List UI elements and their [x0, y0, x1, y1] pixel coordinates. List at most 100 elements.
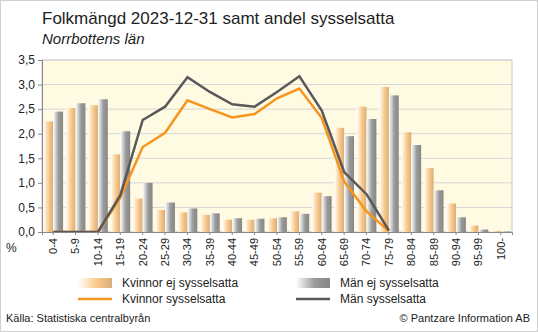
bar — [143, 183, 153, 232]
tick-mark — [277, 232, 278, 235]
legend-swatch — [296, 278, 330, 288]
bar — [178, 212, 188, 232]
plot-area — [42, 60, 512, 232]
tick-mark — [38, 109, 42, 110]
tick: 30-34 — [181, 232, 193, 266]
bar — [312, 193, 322, 232]
tick-mark — [187, 232, 188, 235]
tick: 2,0 — [18, 127, 42, 141]
tick-label: 65-69 — [338, 238, 350, 266]
bar — [200, 215, 210, 232]
bar — [210, 213, 220, 232]
tick-mark — [366, 232, 367, 235]
tick-mark — [209, 232, 210, 235]
tick-label: 20-24 — [137, 238, 149, 266]
tick-mark — [38, 158, 42, 159]
y-axis: 0,00,51,01,52,02,53,03,5 — [18, 53, 42, 239]
tick: 25-29 — [159, 232, 171, 266]
tick-mark — [38, 134, 42, 135]
tick-mark — [500, 232, 501, 235]
tick-mark — [232, 232, 233, 235]
tick-label: 60-64 — [316, 238, 328, 266]
legend-label: Män ej sysselsatta — [340, 276, 439, 290]
tick-mark — [388, 232, 389, 235]
bar — [165, 203, 175, 232]
background — [1, 1, 538, 332]
bar — [255, 219, 265, 232]
tick-label: 10-14 — [92, 238, 104, 266]
bar — [277, 217, 287, 232]
legend-label: Män sysselsatta — [340, 292, 426, 306]
bar — [222, 220, 232, 232]
bar — [501, 231, 511, 232]
grid-line — [42, 109, 512, 110]
tick-mark — [433, 232, 434, 235]
legend-label: Kvinnor sysselsatta — [122, 292, 226, 306]
tick: 35-39 — [204, 232, 216, 266]
bar — [290, 211, 300, 232]
axis-title: % — [6, 241, 17, 255]
axis-line — [43, 233, 513, 236]
tick-mark — [456, 232, 457, 235]
bar — [379, 87, 389, 232]
bar — [232, 218, 242, 232]
bar — [98, 99, 108, 232]
bar — [66, 108, 76, 232]
legend-label: Kvinnor ej sysselsatta — [122, 276, 238, 290]
tick-mark — [411, 232, 412, 235]
tick: 3,0 — [18, 78, 42, 92]
tick: 3,5 — [18, 53, 42, 67]
tick: 65-69 — [338, 232, 350, 266]
tick: 0,0 — [18, 225, 42, 239]
tick-label: 70-74 — [360, 238, 372, 266]
marks — [43, 76, 510, 232]
legend-swatch — [78, 278, 112, 288]
tick-mark — [344, 232, 345, 235]
bar — [245, 220, 255, 232]
tick: 45-49 — [248, 232, 260, 266]
bar — [299, 214, 309, 232]
tick-label: 55-59 — [293, 238, 305, 266]
legend-swatch — [78, 298, 112, 301]
legend-swatch — [296, 298, 330, 301]
tick: 0-4 — [47, 232, 59, 254]
bar — [133, 199, 143, 232]
x-axis: 0-45-910-1415-1920-2425-2930-3435-3940-4… — [43, 232, 513, 266]
tick: 50-54 — [271, 232, 283, 266]
tick: 60-64 — [316, 232, 328, 266]
bar — [155, 210, 165, 232]
tick: 95-99 — [472, 232, 484, 266]
source: Källa: Statistiska centralbyrån — [6, 312, 150, 324]
bar — [322, 196, 332, 232]
tick-mark — [120, 232, 121, 235]
subtitle: Norrbottens län — [42, 30, 145, 47]
tick-mark — [75, 232, 76, 235]
tick-mark — [478, 232, 479, 235]
tick-label: 5-9 — [69, 238, 81, 254]
tick: 90-94 — [450, 232, 462, 266]
plot: 0,00,51,01,52,02,53,03,50-45-910-1415-19… — [18, 53, 512, 266]
tick: 10-14 — [92, 232, 104, 266]
tick-label: 0,5 — [18, 201, 35, 215]
tick-label: 0-4 — [47, 238, 59, 254]
tick-label: 3,0 — [18, 78, 35, 92]
tick-label: 0,0 — [18, 225, 35, 239]
bar — [446, 203, 456, 232]
tick-label: 1,0 — [18, 176, 35, 190]
tick-mark — [38, 183, 42, 184]
tick-mark — [38, 207, 42, 208]
tick: 1,0 — [18, 176, 42, 190]
grid-line — [42, 84, 512, 85]
bar — [267, 218, 277, 232]
grid-line — [42, 60, 512, 61]
tick: 70-74 — [360, 232, 372, 266]
bar — [53, 112, 63, 232]
tick-label: 15-19 — [114, 238, 126, 266]
bar — [401, 132, 411, 232]
legend: Kvinnor ej sysselsatta Män ej sysselsatta… — [78, 276, 439, 306]
bar — [434, 190, 444, 232]
tick: 55-59 — [293, 232, 305, 266]
tick-label: 50-54 — [271, 238, 283, 266]
tick: 15-19 — [114, 232, 126, 266]
tick-label: 2,5 — [18, 102, 35, 116]
